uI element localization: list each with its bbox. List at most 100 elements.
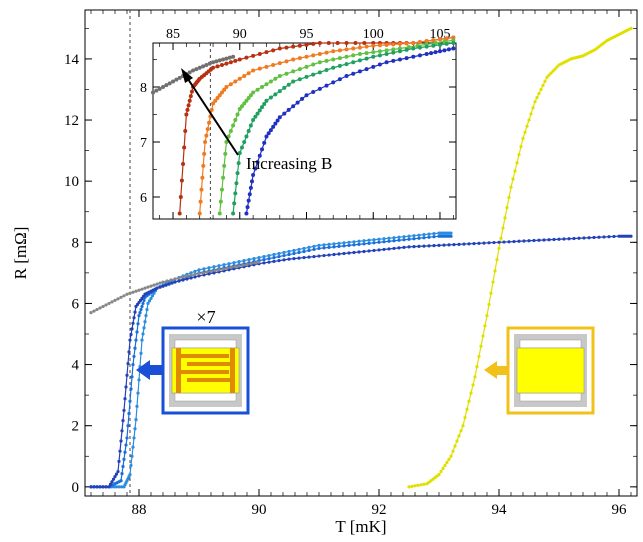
- main-data-point: [142, 298, 146, 302]
- main-data-point: [542, 238, 546, 242]
- main-data-point: [242, 259, 246, 263]
- main-data-point: [392, 236, 396, 240]
- main-data-point: [150, 294, 155, 298]
- main-data-point: [422, 482, 426, 486]
- main-data-point: [537, 238, 541, 242]
- main-data-point: [582, 236, 586, 240]
- main-data-point: [457, 434, 461, 438]
- increasing-b-arrow: [181, 68, 239, 156]
- main-data-point: [519, 144, 523, 149]
- inset-data-point: [451, 46, 456, 51]
- inset-data-point: [411, 41, 416, 45]
- inset-data-point: [246, 71, 251, 76]
- main-data-point: [277, 251, 281, 256]
- inset-data-point: [264, 82, 269, 87]
- inset-data-point: [262, 140, 267, 145]
- main-data-point: [133, 310, 137, 314]
- main-data-point: [173, 280, 177, 284]
- main-data-point: [629, 234, 633, 238]
- main-data-point: [483, 324, 487, 328]
- main-data-point: [392, 239, 396, 243]
- main-y-tick-label: 10: [64, 174, 79, 190]
- inset-data-point: [273, 121, 278, 126]
- main-data-point: [145, 307, 149, 312]
- main-data-point: [130, 327, 134, 331]
- main-data-point: [217, 268, 221, 272]
- inset-data-point: [344, 74, 349, 78]
- main-data-point: [297, 247, 301, 252]
- main-data-point: [492, 240, 496, 245]
- inset-data-point: [183, 129, 188, 133]
- main-data-point: [392, 246, 396, 251]
- main-data-point: [124, 443, 128, 447]
- main-tick-labels: 88 90 92 94 96 0 2 4 6 8 10 12 14: [64, 52, 627, 518]
- main-data-point: [122, 408, 126, 413]
- main-data-point: [120, 471, 124, 476]
- main-data-point: [139, 307, 143, 312]
- main-data-point: [189, 271, 193, 275]
- main-data-point: [547, 238, 551, 242]
- main-data-point: [592, 235, 596, 240]
- inset-data-point: [233, 79, 238, 84]
- inset-data-point: [221, 57, 226, 62]
- main-data-point: [342, 244, 346, 248]
- inset-data-point: [244, 134, 249, 139]
- main-data-point: [485, 314, 489, 318]
- main-data-point: [495, 258, 499, 262]
- main-data-point: [126, 424, 130, 428]
- main-data-point: [104, 303, 108, 307]
- main-data-point: [523, 130, 527, 134]
- inset-data-point: [429, 51, 434, 56]
- main-data-point: [499, 236, 503, 240]
- main-data-point: [134, 289, 138, 293]
- main-data-point: [185, 274, 189, 278]
- main-data-point: [302, 246, 306, 251]
- main-data-point: [515, 161, 519, 165]
- inset-data-point: [213, 98, 218, 103]
- main-data-point: [402, 245, 406, 249]
- inset-data-point: [235, 112, 240, 117]
- inset-data-point: [245, 205, 250, 210]
- main-data-point: [131, 362, 135, 367]
- main-data-point: [107, 485, 111, 489]
- inset-data-point: [433, 50, 438, 55]
- main-data-point: [287, 249, 291, 254]
- increasing-b-annotation: Increasing B: [246, 154, 332, 173]
- inset-data-point: [304, 64, 309, 69]
- main-data-point: [457, 242, 461, 246]
- main-data-point: [197, 272, 201, 276]
- inset-data-point: [222, 163, 227, 168]
- inset-data-point: [191, 68, 196, 73]
- inset-data-point: [200, 175, 205, 180]
- main-data-point: [101, 485, 105, 489]
- main-data-point: [567, 237, 571, 241]
- main-data-point: [412, 234, 416, 238]
- main-data-point: [193, 272, 197, 276]
- main-data-point: [357, 250, 361, 254]
- main-plot-frame: [84, 9, 638, 497]
- inset-data-point: [384, 60, 389, 65]
- inset-data-point: [228, 82, 233, 87]
- inset-data-point: [291, 44, 296, 49]
- inset-data-point: [268, 95, 273, 100]
- inset-data-point: [391, 47, 396, 52]
- inset-data-point: [377, 62, 382, 67]
- inset-data-point: [273, 92, 278, 97]
- inset-data-point: [391, 50, 396, 55]
- inset-data-point: [231, 123, 236, 128]
- main-data-point: [114, 472, 119, 476]
- main-data-point: [352, 243, 356, 247]
- main-data-point: [209, 269, 213, 273]
- main-data-point: [110, 300, 114, 304]
- main-data-point: [539, 87, 543, 92]
- y-axis-label: R [mΩ]: [11, 227, 30, 280]
- main-data-point: [327, 253, 331, 257]
- main-data-point: [245, 262, 249, 267]
- main-data-point: [202, 267, 206, 271]
- inset-data-point: [351, 53, 356, 58]
- inset-data-point: [194, 67, 199, 72]
- main-data-point: [322, 253, 326, 258]
- main-data-point: [317, 254, 321, 258]
- main-data-point: [553, 67, 557, 71]
- inset-data-point: [271, 48, 276, 53]
